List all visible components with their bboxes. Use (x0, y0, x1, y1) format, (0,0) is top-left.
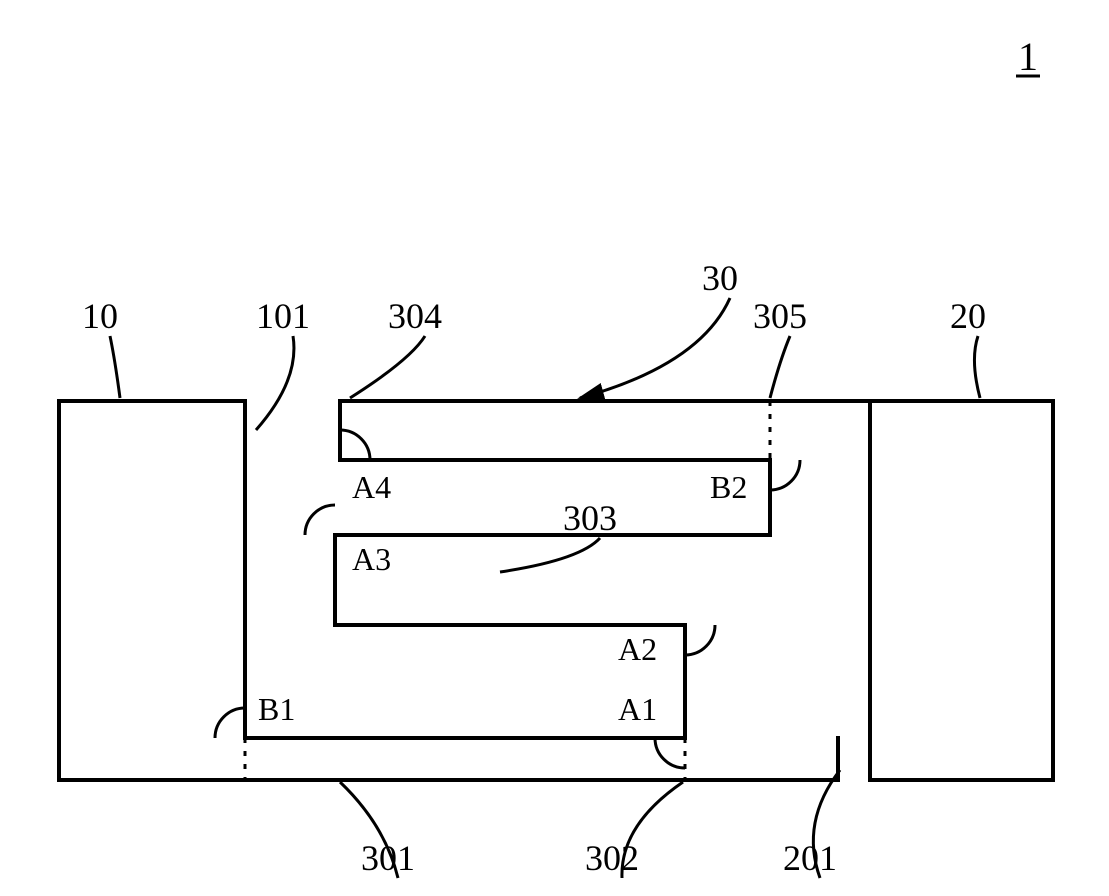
callouts: 10 101 304 30 305 20 301 302 201 303 (82, 258, 986, 878)
figure-number: 1 (1018, 34, 1038, 79)
callout-label-30: 30 (702, 258, 738, 298)
diagram-outline (59, 401, 1053, 780)
callout-label-101: 101 (256, 296, 310, 336)
angle-label-A4: A4 (352, 469, 391, 505)
callout-leader-304 (350, 336, 425, 398)
angle-label-B2: B2 (710, 469, 747, 505)
callout-label-20: 20 (950, 296, 986, 336)
angle-arcs: B1 A1 A2 A3 A4 B2 (215, 430, 800, 768)
angle-label-A1: A1 (618, 691, 657, 727)
dashed-lines (245, 401, 770, 780)
angle-arc-A1 (655, 738, 685, 768)
callout-label-303: 303 (563, 498, 617, 538)
callout-label-304: 304 (388, 296, 442, 336)
callout-leader-30 (580, 298, 730, 398)
angle-label-B1: B1 (258, 691, 295, 727)
callout-label-10: 10 (82, 296, 118, 336)
angle-arc-A3 (305, 505, 335, 535)
angle-arc-A2 (685, 625, 715, 655)
angle-label-A2: A2 (618, 631, 657, 667)
callout-leader-303 (500, 538, 600, 572)
angle-arc-A4 (340, 430, 370, 460)
callout-leader-305 (770, 336, 790, 398)
callout-leader-10 (110, 336, 120, 398)
callout-label-305: 305 (753, 296, 807, 336)
callout-label-201: 201 (783, 838, 837, 878)
angle-arc-B2 (770, 460, 800, 490)
technical-diagram: 1 B1 A1 A2 A3 A4 B2 10 101 304 30 305 20 301 302 201 3… (0, 0, 1109, 896)
callout-leader-20 (974, 336, 980, 398)
angle-arc-B1 (215, 708, 245, 738)
angle-label-A3: A3 (352, 541, 391, 577)
callout-label-301: 301 (361, 838, 415, 878)
callout-leader-101 (256, 336, 294, 430)
callout-label-302: 302 (585, 838, 639, 878)
